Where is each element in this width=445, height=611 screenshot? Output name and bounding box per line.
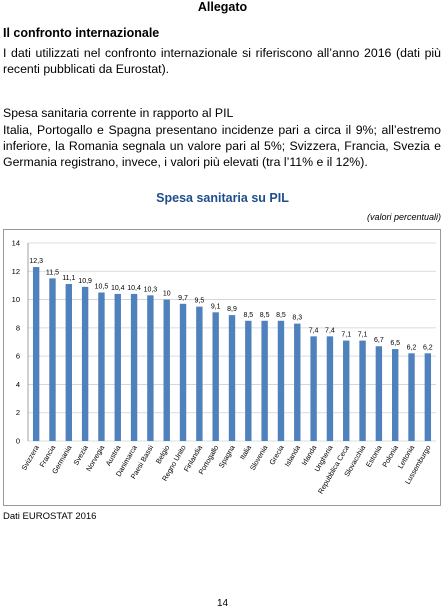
page-number: 14 (216, 598, 229, 609)
value-label: 10,9 (78, 278, 92, 285)
value-label: 7,4 (309, 327, 319, 334)
bar (179, 303, 187, 441)
paragraph: Italia, Portogallo e Spagna presentano i… (3, 123, 441, 169)
y-tick-label: 10 (12, 295, 20, 304)
value-label: 6,2 (407, 344, 417, 351)
x-tick-label: Islanda (283, 444, 302, 469)
y-tick-label: 12 (12, 267, 20, 276)
value-label: 11,5 (46, 269, 59, 276)
page-title: Allegato (197, 0, 248, 14)
value-label: 10,4 (111, 285, 125, 292)
y-tick-label: 0 (16, 437, 20, 446)
bar (326, 336, 334, 441)
x-tick-label: Spagna (217, 443, 237, 469)
bar (65, 284, 72, 441)
bar (228, 315, 236, 441)
subsection-heading: Spesa sanitaria corrente in rapporto al … (3, 106, 234, 120)
bar (196, 306, 203, 441)
section-heading: Il confronto internazionale (3, 26, 160, 40)
bar (408, 353, 415, 441)
paragraph: I dati utilizzati nel confronto internaz… (3, 46, 441, 76)
bar (49, 278, 56, 441)
bar (277, 320, 285, 441)
x-tick-label: Italia (238, 444, 253, 462)
value-label: 8,5 (260, 312, 270, 319)
bar (98, 292, 105, 441)
source: Dati EUROSTAT 2016 (3, 511, 97, 522)
bar (343, 340, 350, 441)
value-label: 10,4 (127, 285, 141, 292)
value-label: 6,7 (374, 337, 384, 344)
bar (147, 295, 154, 441)
value-label: 9,5 (194, 298, 204, 305)
y-tick-label: 8 (16, 323, 20, 332)
chart-frame (3, 229, 441, 506)
bar (212, 312, 219, 441)
bar (81, 286, 89, 441)
value-label: 7,4 (325, 327, 335, 334)
bar (392, 349, 399, 441)
x-tick-label: Svizzera (19, 443, 41, 471)
value-label: 6,2 (423, 344, 433, 351)
value-label: 11,1 (62, 275, 75, 282)
bar (114, 293, 121, 441)
value-label: 8,5 (276, 312, 286, 319)
bar (245, 320, 252, 441)
bar (261, 320, 268, 441)
bar (424, 353, 432, 441)
value-label: 6,5 (390, 340, 400, 347)
chart-subtitle: (valori percentuali) (366, 212, 441, 222)
y-tick-label: 6 (16, 352, 20, 361)
value-label: 9,1 (211, 303, 221, 310)
chart-title: Spesa sanitaria su PIL (156, 191, 289, 205)
value-label: 12,3 (29, 258, 43, 265)
value-label: 10,5 (95, 284, 109, 291)
bar (163, 299, 170, 441)
value-label: 10 (163, 291, 171, 298)
y-tick-label: 4 (16, 380, 20, 389)
y-tick-label: 2 (16, 408, 20, 417)
value-label: 7,1 (358, 332, 368, 339)
value-label: 9,7 (178, 295, 188, 302)
bar (130, 293, 138, 441)
y-tick-label: 14 (12, 239, 20, 248)
value-label: 8,5 (243, 312, 253, 319)
value-label: 7,1 (341, 332, 351, 339)
bar (32, 267, 40, 441)
bar (375, 346, 383, 441)
value-label: 8,3 (292, 315, 302, 322)
bar (359, 340, 366, 441)
value-label: 8,9 (227, 306, 237, 313)
bar (310, 336, 317, 441)
value-label: 10,3 (144, 286, 158, 293)
bar (294, 323, 301, 441)
